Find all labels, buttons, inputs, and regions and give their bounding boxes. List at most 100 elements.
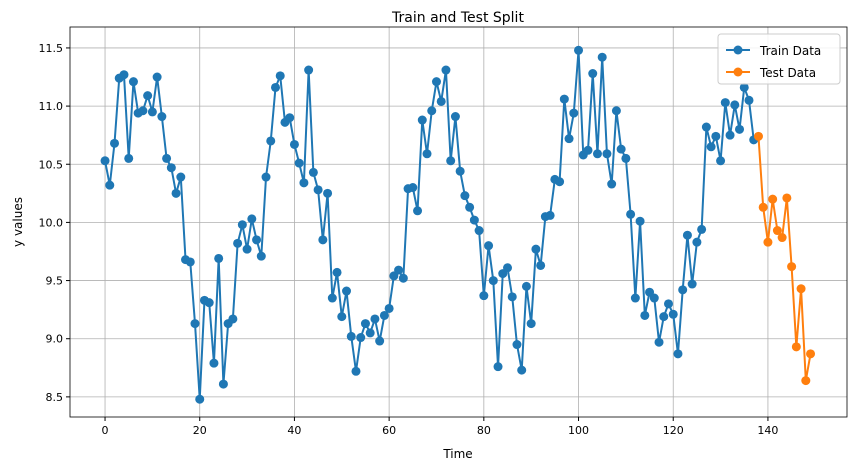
data-point bbox=[270, 82, 280, 92]
data-point bbox=[152, 72, 162, 82]
data-point bbox=[176, 172, 186, 182]
data-point bbox=[408, 183, 418, 193]
data-point bbox=[266, 136, 276, 146]
data-point bbox=[237, 220, 247, 230]
data-point bbox=[753, 131, 763, 141]
data-point bbox=[218, 379, 228, 389]
data-point bbox=[730, 100, 740, 110]
data-point bbox=[261, 172, 271, 182]
data-point bbox=[256, 251, 266, 261]
y-tick-label: 11.0 bbox=[39, 100, 64, 113]
y-tick-label: 9.5 bbox=[46, 275, 64, 288]
data-point bbox=[398, 273, 408, 283]
data-point bbox=[346, 331, 356, 341]
data-point bbox=[526, 319, 536, 329]
data-point bbox=[697, 224, 707, 234]
data-point bbox=[521, 281, 531, 291]
legend-train-marker bbox=[733, 45, 743, 55]
data-point bbox=[744, 95, 754, 105]
data-point bbox=[384, 303, 394, 313]
data-point bbox=[503, 263, 513, 273]
x-tick-label: 100 bbox=[568, 424, 589, 437]
data-point bbox=[455, 166, 465, 176]
data-point bbox=[569, 108, 579, 118]
x-tick-label: 60 bbox=[382, 424, 396, 437]
data-point bbox=[365, 328, 375, 338]
y-tick-label: 8.5 bbox=[46, 391, 64, 404]
data-point bbox=[185, 257, 195, 267]
data-point bbox=[611, 106, 621, 116]
data-point bbox=[621, 153, 631, 163]
x-tick-label: 40 bbox=[287, 424, 301, 437]
x-tick-label: 0 bbox=[102, 424, 109, 437]
data-point bbox=[772, 226, 782, 236]
data-point bbox=[720, 98, 730, 108]
data-point bbox=[564, 134, 574, 144]
data-point bbox=[465, 202, 475, 212]
data-point bbox=[209, 358, 219, 368]
data-point bbox=[706, 142, 716, 152]
series-line bbox=[757, 136, 812, 381]
data-point bbox=[342, 286, 352, 296]
data-point bbox=[379, 310, 389, 320]
data-point bbox=[332, 267, 342, 277]
data-point bbox=[782, 193, 792, 203]
data-point bbox=[360, 319, 370, 329]
data-point bbox=[512, 340, 522, 350]
data-point bbox=[725, 130, 735, 140]
data-point bbox=[162, 153, 172, 163]
data-point bbox=[304, 65, 314, 75]
data-point bbox=[157, 112, 167, 122]
data-point bbox=[427, 106, 437, 116]
data-point bbox=[673, 349, 683, 359]
data-point bbox=[507, 292, 517, 302]
data-point bbox=[469, 215, 479, 225]
data-point bbox=[318, 235, 328, 245]
data-point bbox=[446, 156, 456, 166]
data-point bbox=[214, 253, 224, 263]
data-point bbox=[777, 233, 787, 243]
x-axis-label: Time bbox=[442, 447, 472, 461]
data-point bbox=[763, 237, 773, 247]
data-point bbox=[663, 299, 673, 309]
data-point bbox=[536, 260, 546, 270]
data-point bbox=[559, 94, 569, 104]
data-point bbox=[441, 65, 451, 75]
data-point bbox=[356, 333, 366, 343]
data-point bbox=[635, 216, 645, 226]
data-point bbox=[597, 52, 607, 62]
data-point bbox=[323, 188, 333, 198]
data-point bbox=[484, 241, 494, 251]
data-point bbox=[308, 167, 318, 177]
data-point bbox=[204, 298, 214, 308]
data-point bbox=[687, 279, 697, 289]
data-point bbox=[716, 156, 726, 166]
data-point bbox=[517, 365, 527, 375]
data-point bbox=[739, 82, 749, 92]
data-point bbox=[100, 156, 110, 166]
data-point bbox=[166, 163, 176, 173]
data-point bbox=[479, 291, 489, 301]
data-point bbox=[701, 122, 711, 132]
y-axis-label: y values bbox=[11, 197, 25, 247]
data-point bbox=[242, 244, 252, 254]
x-tick-label: 140 bbox=[757, 424, 778, 437]
data-point bbox=[806, 349, 816, 359]
y-tick-label: 10.5 bbox=[39, 158, 64, 171]
data-point bbox=[351, 366, 361, 376]
legend-train-label: Train Data bbox=[759, 44, 821, 58]
series-layer bbox=[100, 45, 816, 404]
data-point bbox=[128, 77, 138, 87]
data-point bbox=[370, 314, 380, 324]
data-point bbox=[143, 91, 153, 101]
data-point bbox=[285, 113, 295, 123]
data-point bbox=[654, 337, 664, 347]
legend-test-label: Test Data bbox=[759, 66, 816, 80]
data-point bbox=[422, 149, 432, 159]
data-point bbox=[147, 107, 157, 117]
data-point bbox=[592, 149, 602, 159]
data-point bbox=[247, 214, 257, 224]
data-point bbox=[436, 96, 446, 106]
data-point bbox=[375, 336, 385, 346]
data-point bbox=[299, 178, 309, 188]
